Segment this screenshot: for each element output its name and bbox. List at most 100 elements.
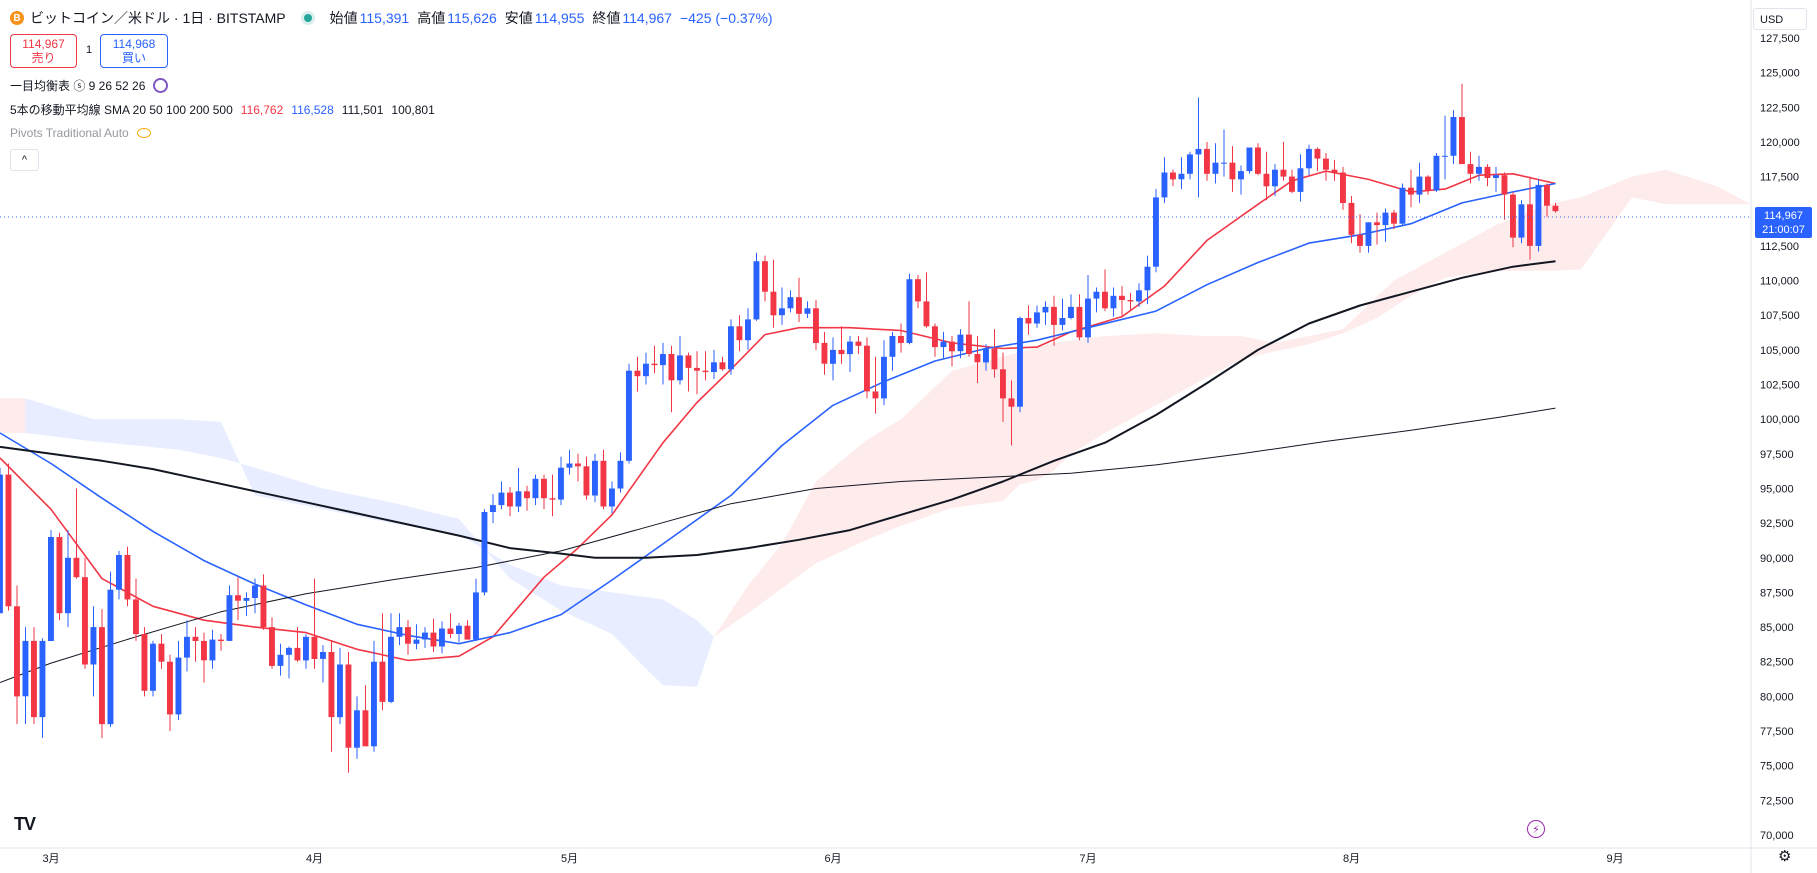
candle-body — [1212, 162, 1219, 174]
candle — [22, 627, 29, 725]
candle-body — [1382, 212, 1389, 226]
eye-hidden-icon[interactable] — [136, 128, 151, 138]
candle-body — [252, 585, 258, 598]
candle-body — [711, 362, 717, 372]
sma-legend[interactable]: 5本の移動平均線 SMA 20 50 100 200 500 116,762 1… — [10, 101, 435, 118]
candle — [1136, 283, 1142, 307]
candle-body — [668, 354, 675, 381]
candle — [609, 481, 615, 514]
last-price-label: 114,967 21:00:07 — [1755, 207, 1812, 238]
gear-icon[interactable]: ⚙ — [1778, 848, 1792, 865]
candle-body — [889, 336, 896, 357]
market-status-icon[interactable] — [303, 14, 312, 22]
candle — [65, 530, 71, 628]
candle-body — [481, 512, 488, 593]
candle — [566, 449, 573, 475]
sell-button[interactable]: 114,967 売り — [10, 34, 77, 68]
sell-label: 売り — [31, 51, 56, 65]
candle — [1076, 294, 1083, 341]
candle — [906, 273, 913, 345]
candle-body — [1416, 176, 1423, 195]
candle-body — [1527, 204, 1533, 246]
candle — [473, 578, 479, 641]
candle-body — [337, 664, 343, 718]
bar-countdown: 21:00:07 — [1762, 224, 1805, 236]
candle-body — [39, 640, 46, 718]
candle — [158, 634, 165, 669]
sma-50-value: 116,528 — [291, 102, 334, 117]
candle-body — [464, 625, 471, 640]
candle — [345, 652, 352, 773]
symbol-title[interactable]: ビットコイン／米ドル · 1日 · BITSTAMP — [30, 10, 286, 26]
candle-body — [1425, 176, 1431, 191]
candle-body — [1467, 164, 1474, 174]
candle-body — [1357, 234, 1363, 246]
candle-body — [1076, 306, 1083, 338]
candle — [124, 546, 131, 607]
candle-body — [847, 341, 853, 355]
pivots-legend[interactable]: Pivots Traditional Auto — [10, 126, 151, 140]
ichimoku-legend[interactable]: 一目均衡表 ⓢ 9 26 52 26 — [10, 77, 169, 94]
ichimoku-cloud-segment — [714, 169, 1751, 637]
candle-body — [609, 488, 615, 507]
candle — [243, 592, 250, 616]
candle — [1493, 166, 1499, 192]
candle — [14, 585, 20, 725]
candle-body — [1059, 318, 1066, 325]
candle-body — [643, 363, 649, 377]
candle — [1323, 153, 1329, 181]
close-label: 終値 — [592, 10, 621, 26]
candle-body — [1289, 176, 1295, 192]
buy-button[interactable]: 114,968 買い — [100, 34, 168, 68]
candle — [481, 509, 488, 596]
candle-body — [1221, 162, 1227, 164]
candle-body — [175, 657, 182, 715]
candle — [1085, 275, 1091, 343]
currency-select[interactable]: USD — [1753, 8, 1807, 30]
refresh-icon[interactable] — [153, 78, 169, 93]
candle-body — [124, 555, 131, 600]
candle-body — [1297, 168, 1304, 192]
candle — [1093, 287, 1100, 313]
candle — [949, 336, 955, 367]
candle — [192, 627, 199, 662]
candle — [184, 620, 190, 672]
y-tick-label: 82,500 — [1760, 657, 1794, 669]
candle-body — [31, 640, 37, 718]
candle-body — [1459, 117, 1465, 165]
price-axis[interactable]: 70,000 72,500 75,000 77,500 80,000 82,500 85,0… — [1760, 33, 1800, 842]
candle-body — [1034, 312, 1040, 324]
x-tick-label: 3月 — [42, 853, 59, 865]
candle-body — [923, 301, 930, 327]
candle — [371, 640, 377, 752]
candle — [1484, 164, 1491, 187]
sma-label: 5本の移動平均線 SMA 20 50 100 200 500 — [10, 103, 233, 117]
candle-body — [167, 661, 173, 715]
y-tick-label: 127,500 — [1760, 33, 1800, 45]
candle — [456, 622, 462, 643]
open-label: 始値 — [329, 10, 358, 26]
last-price-value: 114,967 — [1764, 210, 1803, 222]
bolt-icon[interactable]: ⚡ — [1527, 820, 1545, 838]
candle-body — [600, 460, 607, 507]
candle — [813, 300, 819, 350]
collapse-legend-button[interactable]: ^ — [10, 149, 39, 171]
symbol-legend: B ビットコイン／米ドル · 1日 · BITSTAMP 始値 115,391 … — [10, 8, 781, 28]
candle — [583, 456, 590, 500]
candle-body — [116, 555, 122, 590]
candle — [0, 467, 3, 614]
candle-body — [430, 632, 437, 647]
candle-body — [1501, 175, 1508, 195]
candle — [388, 613, 394, 704]
time-axis[interactable]: 3月 4月 5月 6月 7月 8月 9月 — [42, 853, 1623, 865]
candle — [1357, 214, 1363, 253]
y-tick-label: 95,000 — [1760, 484, 1794, 496]
candle — [1059, 298, 1066, 331]
sell-price: 114,967 — [22, 37, 65, 51]
candle — [889, 331, 896, 371]
tradingview-logo[interactable]: TV — [14, 814, 36, 834]
candle-body — [226, 595, 233, 641]
y-tick-label: 125,000 — [1760, 68, 1800, 80]
candle-body — [405, 627, 411, 644]
